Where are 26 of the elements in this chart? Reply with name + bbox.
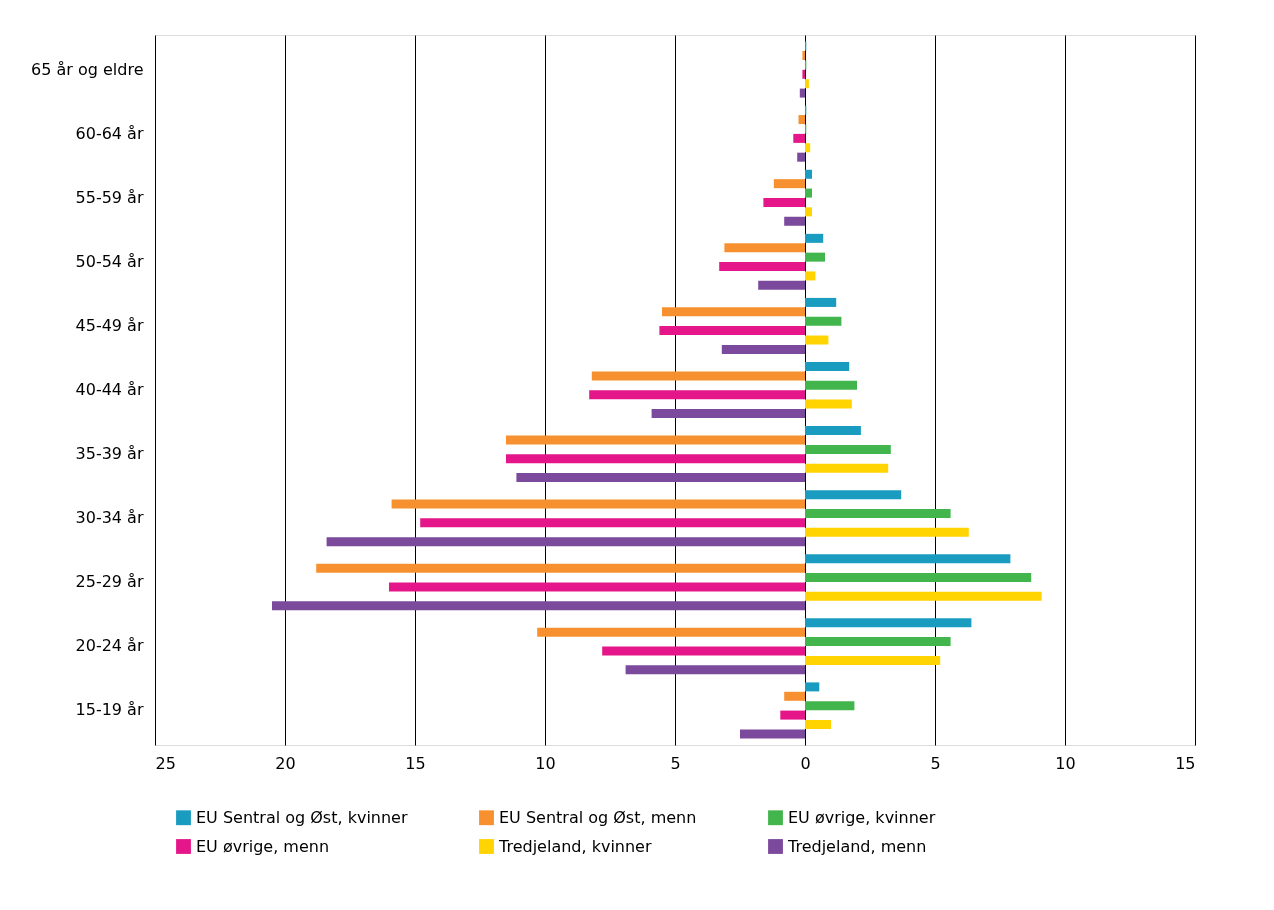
y-tick-label: 35-39 år bbox=[75, 444, 144, 464]
x-tick-label: 15 bbox=[1175, 753, 1196, 773]
legend-label: EU øvrige, kvinner bbox=[788, 807, 936, 827]
y-tick-label: 40-44 år bbox=[75, 380, 144, 399]
y-tick-label: 65 år og eldre bbox=[31, 59, 144, 79]
y-tick-label: 60-64 år bbox=[75, 123, 144, 143]
legend-label: EU øvrige, menn bbox=[196, 836, 330, 856]
x-tick-label: 20 bbox=[275, 753, 296, 773]
x-tick-label: 15 bbox=[405, 753, 426, 773]
legend-label: EU Sentral og Øst, menn bbox=[499, 807, 697, 827]
x-tick-label: 5 bbox=[930, 753, 941, 773]
y-tick-label: 25-29 år bbox=[75, 572, 144, 592]
x-tick-label: 5 bbox=[670, 753, 681, 773]
y-tick-label: 15-19 år bbox=[75, 700, 144, 720]
y-tick-label: 50-54 år bbox=[75, 251, 144, 271]
y-tick-label: 45-49 år bbox=[75, 315, 144, 335]
x-tick-label: 10 bbox=[1055, 753, 1076, 773]
x-tick-label: 10 bbox=[535, 753, 556, 773]
legend-label: Tredjeland, kvinner bbox=[498, 836, 652, 856]
y-tick-label: 30-34 år bbox=[75, 508, 144, 528]
legend-label: EU Sentral og Øst, kvinner bbox=[196, 807, 408, 827]
y-tick-label: 20-24 år bbox=[75, 636, 144, 656]
x-tick-label: 25 bbox=[155, 753, 176, 773]
x-tick-label: 0 bbox=[800, 753, 811, 773]
y-tick-label: 55-59 år bbox=[75, 187, 144, 207]
legend-label: Tredjeland, menn bbox=[787, 836, 927, 856]
